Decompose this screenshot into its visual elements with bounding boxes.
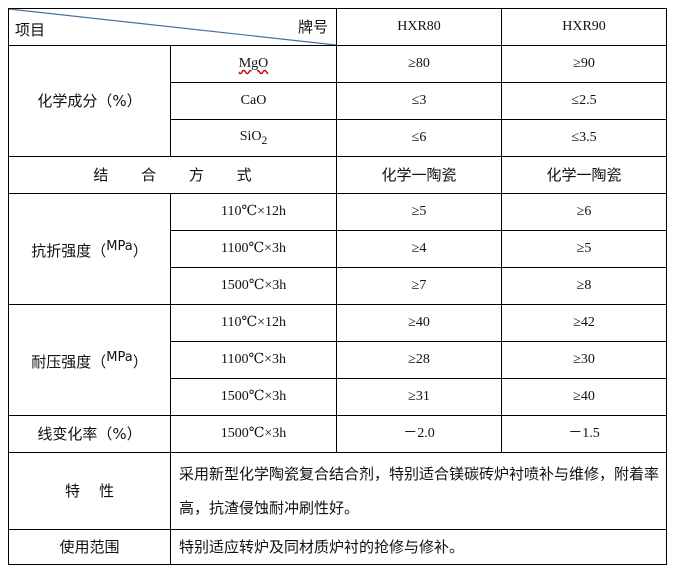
- table-row: 1100℃×3h ≥4 ≥5: [9, 230, 667, 268]
- usage-label: 使用范围: [8, 529, 171, 565]
- flexural-hxr90-2: ≥5: [501, 230, 667, 268]
- flexural-label-close: ）: [132, 241, 148, 260]
- usage-text: 特别适应转炉及同材质炉衬的抢修与修补。: [170, 529, 667, 565]
- compressive-cond-3: 1500℃×3h: [170, 378, 337, 416]
- sio2-hxr90: ≤3.5: [501, 119, 667, 157]
- table-row: 抗折强度（MPa） 110℃×12h ≥5 ≥6: [8, 193, 667, 305]
- flexural-hxr80-3: ≥7: [336, 267, 502, 305]
- linear-hxr90: －1.5: [501, 415, 667, 453]
- sio2-text: SiO: [239, 128, 262, 144]
- header-row: 项目 牌号 HXR80 HXR90: [8, 8, 667, 46]
- flexural-label: 抗折强度（MPa）: [8, 193, 171, 305]
- mgo-hxr90: ≥90: [501, 45, 667, 83]
- bonding-hxr90: 化学一陶瓷: [501, 156, 667, 194]
- table-row: 耐压强度（MPa） 110℃×12h ≥40 ≥42: [8, 304, 667, 416]
- bonding-label: 结 合 方 式: [8, 156, 337, 194]
- sio2-name: SiO2: [170, 119, 337, 157]
- table-row: SiO2 ≤6 ≤3.5: [9, 119, 667, 157]
- table-row: 结 合 方 式 化学一陶瓷 化学一陶瓷: [8, 156, 667, 194]
- flexural-hxr90-3: ≥8: [501, 267, 667, 305]
- header-diagonal-cell: 项目 牌号: [8, 8, 337, 46]
- flexural-cond-1: 110℃×12h: [170, 193, 337, 231]
- compressive-label-close: ）: [132, 352, 148, 371]
- properties-label: 特 性: [8, 452, 171, 530]
- cao-hxr90: ≤2.5: [501, 82, 667, 120]
- compressive-label-text: 耐压强度（: [31, 352, 107, 371]
- flexural-hxr80-2: ≥4: [336, 230, 502, 268]
- compressive-cond-1: 110℃×12h: [170, 304, 337, 342]
- table-row: 化学成分（%） MgO ≥80 ≥90: [8, 45, 667, 157]
- compressive-label: 耐压强度（MPa）: [8, 304, 171, 416]
- compressive-hxr80-2: ≥28: [336, 341, 502, 379]
- item-label: 项目: [15, 21, 46, 39]
- mgo-name: MgO: [170, 45, 337, 83]
- compressive-unit: MPa: [106, 349, 133, 365]
- table-row: CaO ≤3 ≤2.5: [9, 82, 667, 120]
- flexural-hxr90-1: ≥6: [501, 193, 667, 231]
- compressive-hxr90-1: ≥42: [501, 304, 667, 342]
- compressive-hxr90-2: ≥30: [501, 341, 667, 379]
- compressive-hxr80-3: ≥31: [336, 378, 502, 416]
- mgo-text: MgO: [238, 56, 269, 71]
- flexural-unit: MPa: [106, 238, 133, 254]
- diagonal-line: [9, 9, 336, 45]
- col-header-hxr80: HXR80: [336, 8, 502, 46]
- col-header-hxr90: HXR90: [501, 8, 667, 46]
- properties-text: 采用新型化学陶瓷复合结合剂，特别适合镁碳砖炉衬喷补与维修，附着率高，抗渣侵蚀耐冲…: [170, 452, 667, 530]
- flexural-cond-3: 1500℃×3h: [170, 267, 337, 305]
- compressive-hxr90-3: ≥40: [501, 378, 667, 416]
- linear-label: 线变化率（%）: [8, 415, 171, 453]
- flexural-hxr80-1: ≥5: [336, 193, 502, 231]
- table-row: 1100℃×3h ≥28 ≥30: [9, 341, 667, 379]
- compressive-cond-2: 1100℃×3h: [170, 341, 337, 379]
- chemical-label: 化学成分（%）: [8, 45, 171, 157]
- linear-cond: 1500℃×3h: [170, 415, 337, 453]
- table-row: 使用范围 特别适应转炉及同材质炉衬的抢修与修补。: [8, 529, 667, 565]
- sio2-hxr80: ≤6: [336, 119, 502, 157]
- table-row: 特 性 采用新型化学陶瓷复合结合剂，特别适合镁碳砖炉衬喷补与维修，附着率高，抗渣…: [8, 452, 667, 530]
- linear-hxr80: －2.0: [336, 415, 502, 453]
- sio2-subscript: 2: [261, 133, 268, 147]
- cao-name: CaO: [170, 82, 337, 120]
- table-row: 线变化率（%） 1500℃×3h －2.0 －1.5: [8, 415, 667, 453]
- bonding-hxr80: 化学一陶瓷: [336, 156, 502, 194]
- mgo-hxr80: ≥80: [336, 45, 502, 83]
- flexural-label-text: 抗折强度（: [31, 241, 107, 260]
- spec-table: 项目 牌号 HXR80 HXR90 化学成分（%） MgO ≥80 ≥90 Ca…: [8, 8, 667, 565]
- compressive-hxr80-1: ≥40: [336, 304, 502, 342]
- brand-label: 牌号: [297, 18, 328, 36]
- cao-hxr80: ≤3: [336, 82, 502, 120]
- table-row: 1500℃×3h ≥7 ≥8: [9, 267, 667, 305]
- flexural-cond-2: 1100℃×3h: [170, 230, 337, 268]
